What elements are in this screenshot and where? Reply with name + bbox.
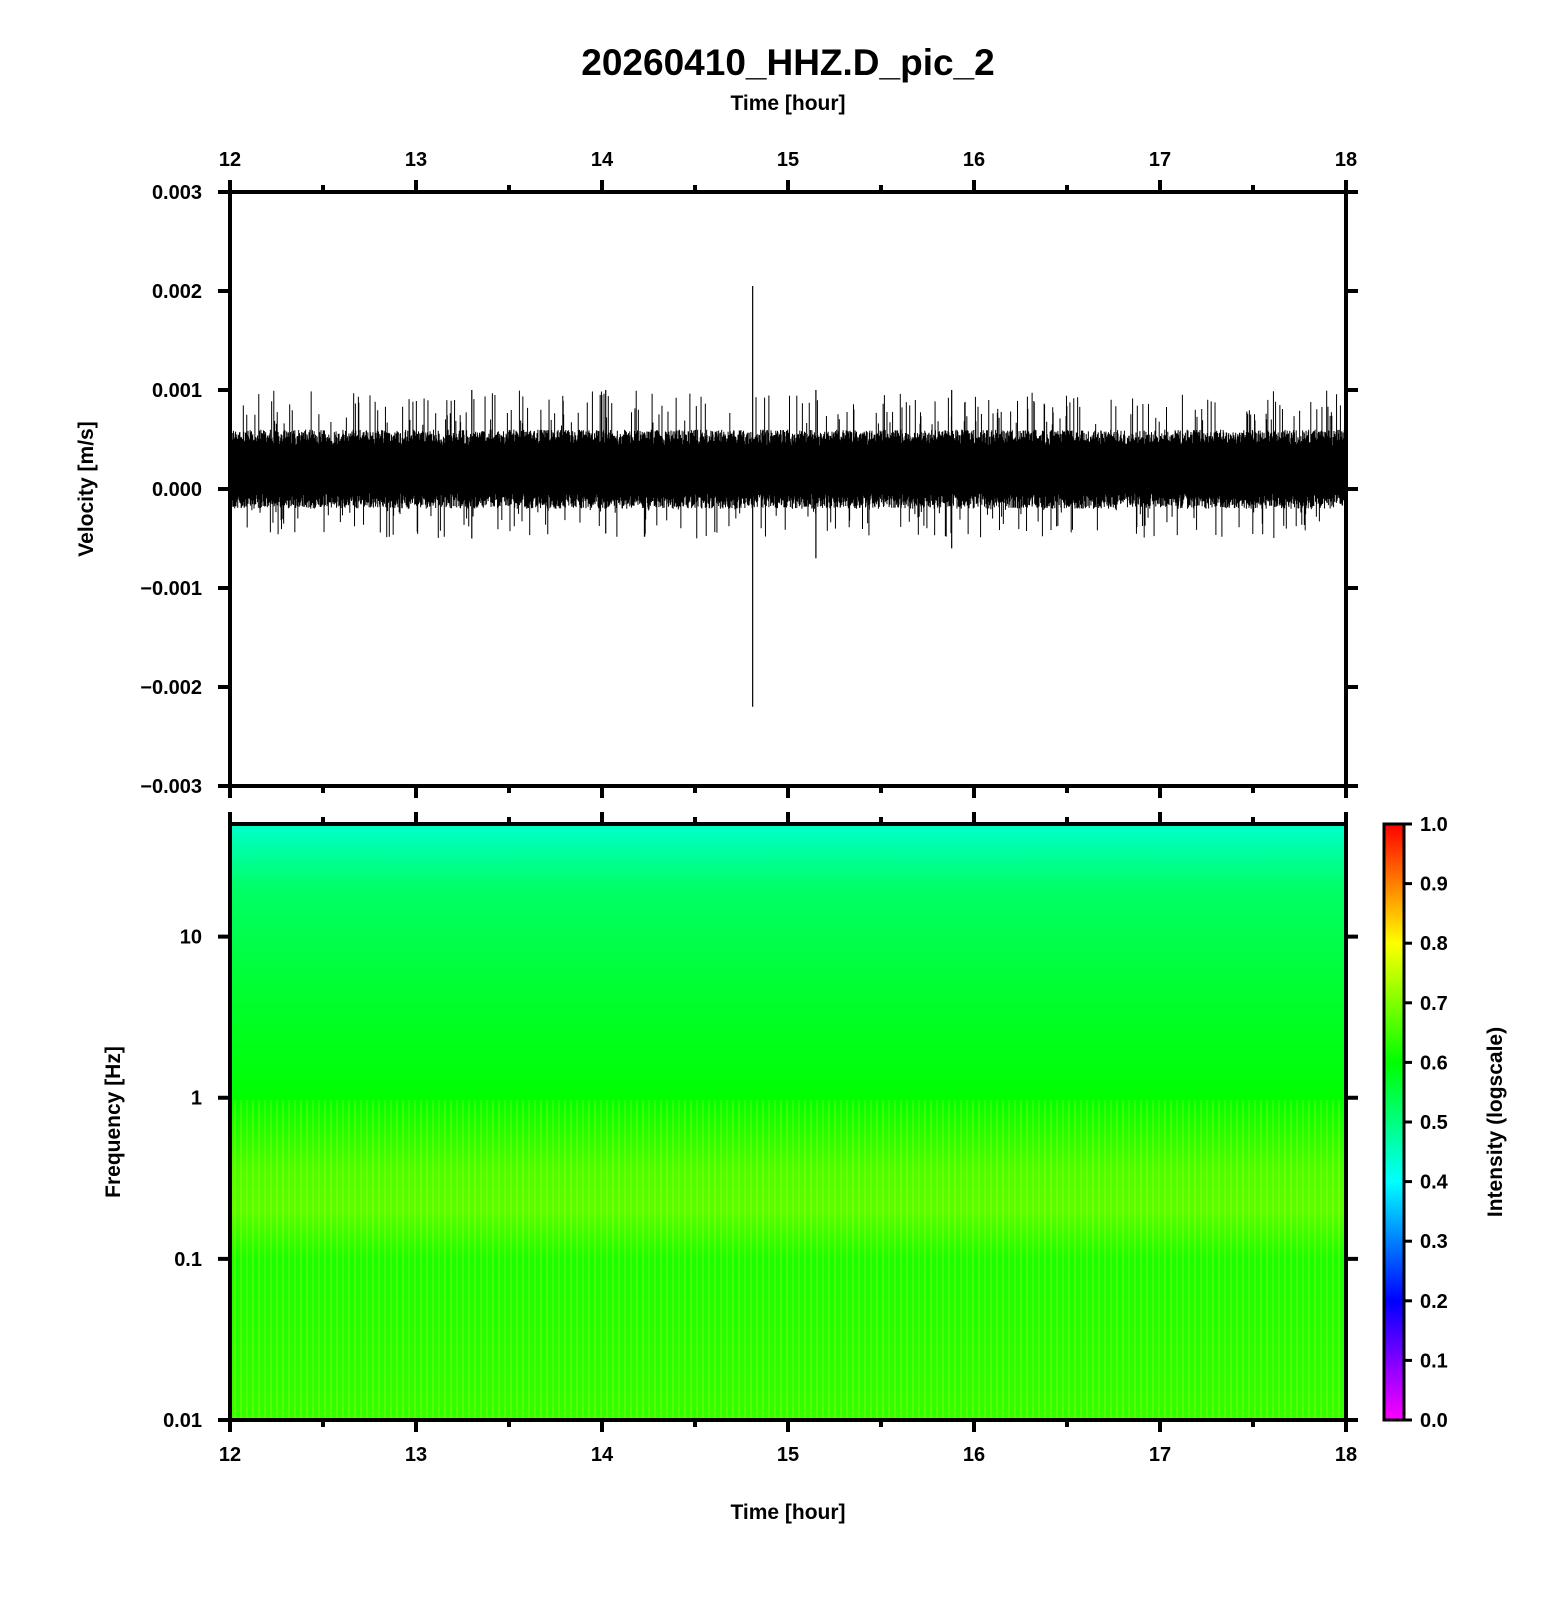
bottom-x-axis-label: Time [hour] xyxy=(730,1501,845,1524)
bottom-x-tick-label: 17 xyxy=(1149,1444,1171,1466)
top-x-tick-label: 12 xyxy=(219,149,241,171)
bottom-x-tick-label: 15 xyxy=(777,1444,799,1466)
spectrogram-panel: 12 13 14 15 16 17 18 10 1 0.1 0.01 Frequency [Hz]… xyxy=(102,812,1358,1524)
colorbar-tick-label: 0.3 xyxy=(1420,1231,1448,1253)
colorbar-tick-label: 0.1 xyxy=(1420,1350,1448,1372)
colorbar-tick-label: 0.7 xyxy=(1420,993,1448,1015)
colorbar-ticks: 1.0 0.9 0.8 0.7 0.6 0.5 0.4 0.3 0.2 0.1 0.0 xyxy=(1404,814,1449,1432)
top-x-tick-label: 14 xyxy=(591,149,614,171)
waveform-trace xyxy=(230,286,1346,707)
spectrogram-y-tick-label: 0.01 xyxy=(163,1410,202,1432)
waveform-noise-core xyxy=(230,446,1346,489)
top-x-axis-label: Time [hour] xyxy=(730,92,845,115)
colorbar-tick-label: 0.0 xyxy=(1420,1410,1448,1432)
waveform-y-ticks: 0.003 0.002 0.001 0.000 −0.001 −0.002 −0.003 xyxy=(140,182,1358,798)
waveform-y-tick-label: −0.003 xyxy=(140,776,202,798)
spectrogram-y-tick-label: 1 xyxy=(191,1088,202,1110)
spectrogram-y-ticks: 10 1 0.1 0.01 xyxy=(163,927,1358,1432)
colorbar-tick-label: 1.0 xyxy=(1420,814,1448,836)
colorbar-tick-label: 0.4 xyxy=(1420,1172,1449,1194)
colorbar-label: Intensity (logscale) xyxy=(1484,1027,1507,1217)
waveform-y-tick-label: 0.000 xyxy=(152,479,202,501)
colorbar-tick-label: 0.2 xyxy=(1420,1291,1448,1313)
waveform-y-axis-label: Velocity [m/s] xyxy=(75,421,98,556)
top-x-tick-label: 18 xyxy=(1335,149,1357,171)
waveform-y-tick-label: 0.002 xyxy=(152,281,202,303)
bottom-x-tick-label: 13 xyxy=(405,1444,427,1466)
colorbar-tick-label: 0.9 xyxy=(1420,874,1448,896)
top-x-tick-label: 16 xyxy=(963,149,985,171)
colorbar-tick-label: 0.5 xyxy=(1420,1112,1448,1134)
waveform-y-tick-label: −0.002 xyxy=(140,677,202,699)
bottom-x-tick-label: 14 xyxy=(591,1444,614,1466)
waveform-y-tick-label: 0.003 xyxy=(152,182,202,204)
waveform-panel: 12 13 14 15 16 17 18 0.003 0.002 0.001 0.000 −0.00… xyxy=(75,149,1358,798)
colorbar-fill xyxy=(1384,824,1404,1420)
top-x-tick-label: 17 xyxy=(1149,149,1171,171)
bottom-x-tick-label: 12 xyxy=(219,1444,241,1466)
spectrogram-stripes xyxy=(230,1100,1346,1420)
waveform-y-tick-label: −0.001 xyxy=(140,578,202,600)
bottom-x-tick-label: 18 xyxy=(1335,1444,1357,1466)
spectrogram-x-ticks: 12 13 14 15 16 17 18 xyxy=(219,812,1357,1466)
chart-title: 20260410_HHZ.D_pic_2 xyxy=(581,42,994,83)
waveform-y-tick-label: 0.001 xyxy=(152,380,202,402)
waveform-x-ticks: 12 13 14 15 16 17 18 xyxy=(219,149,1357,798)
spectrogram-y-axis-label: Frequency [Hz] xyxy=(102,1046,125,1198)
top-x-tick-label: 15 xyxy=(777,149,799,171)
colorbar-tick-label: 0.8 xyxy=(1420,933,1448,955)
spectrogram-y-tick-label: 0.1 xyxy=(174,1249,202,1271)
bottom-x-tick-label: 16 xyxy=(963,1444,985,1466)
colorbar: 1.0 0.9 0.8 0.7 0.6 0.5 0.4 0.3 0.2 0.1 0.0 Intens… xyxy=(1382,814,1507,1432)
spectrogram-y-tick-label: 10 xyxy=(180,927,202,949)
colorbar-tick-label: 0.6 xyxy=(1420,1052,1448,1074)
top-x-tick-label: 13 xyxy=(405,149,427,171)
